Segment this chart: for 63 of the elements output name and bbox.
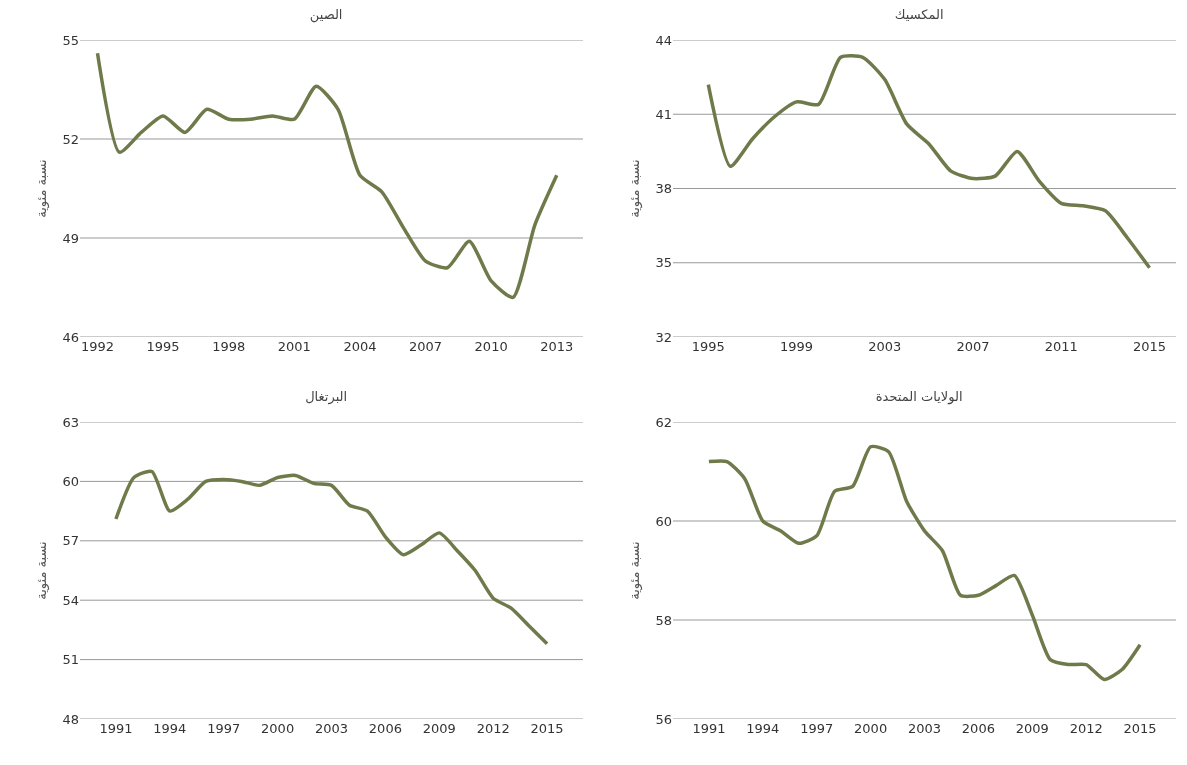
y-tick-label: 60 — [655, 513, 672, 529]
x-tick-label: 2012 — [476, 721, 510, 736]
x-tick-label: 1997 — [800, 721, 834, 736]
x-tick-label: 2006 — [368, 721, 402, 736]
y-tick-label: 44 — [655, 32, 672, 48]
x-tick-label: 2015 — [530, 721, 564, 736]
chart-title: المكسيك — [894, 6, 944, 22]
x-tick-label: 2003 — [907, 721, 942, 736]
line-series — [95, 51, 559, 300]
x-tick-label: 2003 — [314, 721, 349, 736]
x-tick-label: 2013 — [540, 339, 574, 354]
y-tick-label: 46 — [62, 329, 79, 345]
x-tick-label: 1997 — [207, 721, 241, 736]
y-axis-title: نسبة مئوية — [34, 159, 51, 218]
x-tick-label: 2009 — [422, 721, 456, 736]
y-tick-label: 60 — [62, 473, 79, 489]
line-series — [114, 469, 549, 646]
y-tick-label: 55 — [62, 32, 79, 48]
y-tick-label: 58 — [655, 612, 672, 628]
x-tick-label: 1998 — [212, 339, 246, 354]
x-tick-label: 1995 — [691, 339, 725, 354]
x-tick-label: 1995 — [146, 339, 180, 354]
x-tick-label: 2006 — [961, 721, 995, 736]
y-tick-label: 51 — [62, 652, 79, 668]
x-tick-label: 2007 — [956, 339, 990, 354]
x-tick-label: 2012 — [1069, 721, 1103, 736]
y-tick-label: 57 — [62, 533, 79, 549]
x-tick-label: 2011 — [1044, 339, 1078, 354]
y-axis-title: نسبة مئوية — [627, 541, 644, 600]
x-tick-label: 1991 — [99, 721, 133, 736]
x-tick-label: 2009 — [1015, 721, 1049, 736]
x-tick-label: 2001 — [277, 339, 311, 354]
x-tick-label: 2003 — [868, 339, 902, 354]
x-tick-label: 2010 — [474, 339, 508, 354]
y-tick-label: 41 — [655, 106, 672, 122]
y-tick-label: 54 — [62, 592, 79, 608]
chart-title: البرتغال — [305, 388, 348, 405]
x-tick-label: 1994 — [746, 721, 780, 736]
y-tick-label: 62 — [655, 414, 672, 430]
x-tick-label: 2015 — [1123, 721, 1157, 736]
y-tick-label: 32 — [655, 329, 672, 345]
x-tick-label: 2004 — [343, 339, 377, 354]
x-tick-label: 1992 — [80, 339, 115, 354]
line-series — [707, 445, 1142, 682]
x-tick-label: 2015 — [1132, 339, 1167, 354]
chart-title: الولايات المتحدة — [875, 388, 963, 405]
y-tick-label: 63 — [62, 414, 79, 430]
line-series — [706, 54, 1152, 270]
x-tick-label: 1991 — [692, 721, 726, 736]
x-tick-label: 1994 — [153, 721, 187, 736]
y-axis-title: نسبة مئوية — [627, 159, 644, 218]
x-tick-label: 1999 — [779, 339, 814, 354]
x-tick-label: 2000 — [854, 721, 888, 736]
y-tick-label: 52 — [62, 131, 79, 147]
chart-title: الصين — [309, 6, 343, 23]
x-tick-label: 2000 — [261, 721, 295, 736]
y-tick-label: 38 — [655, 181, 672, 197]
y-tick-label: 35 — [655, 255, 672, 271]
x-tick-label: 2007 — [408, 339, 443, 354]
y-axis-title: نسبة مئوية — [34, 541, 51, 600]
y-tick-label: 49 — [62, 230, 79, 246]
y-tick-label: 56 — [655, 711, 672, 727]
y-tick-label: 48 — [62, 711, 79, 727]
